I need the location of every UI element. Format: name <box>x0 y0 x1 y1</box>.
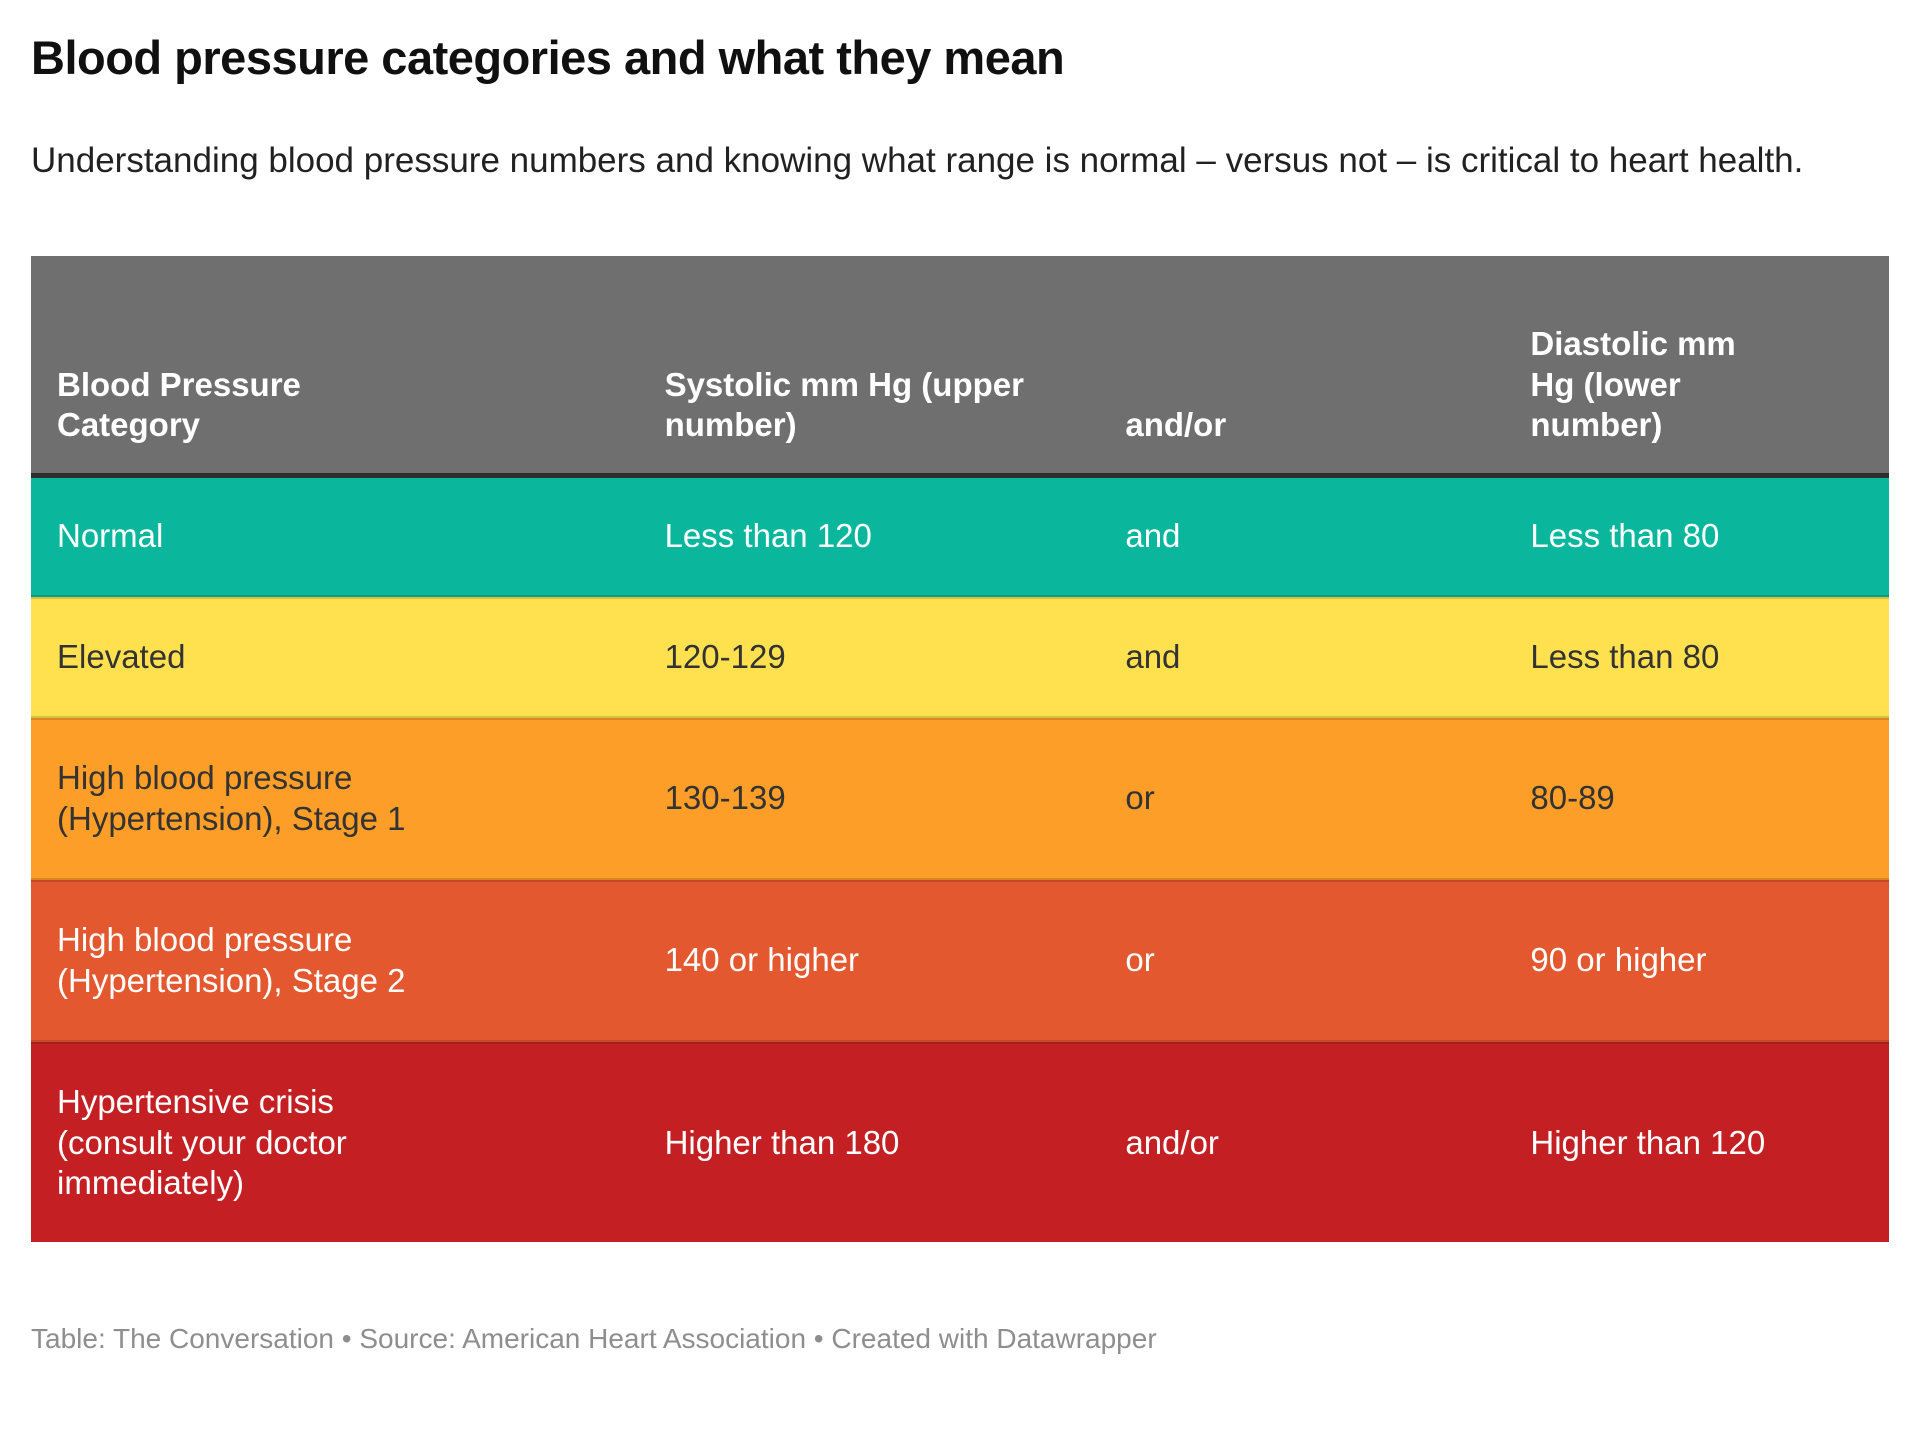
col-header-systolic-label: Systolic mm Hg (upper number) <box>664 365 1024 443</box>
cell-systolic: 140 or higher <box>638 877 1100 1042</box>
table-row-elevated: Elevated 120-129 and Less than 80 <box>31 595 1889 718</box>
cell-systolic: Higher than 180 <box>638 1039 1100 1243</box>
table-row-normal: Normal Less than 120 and Less than 80 <box>31 475 1889 598</box>
cell-diastolic: 90 or higher <box>1504 877 1889 1042</box>
cell-category: High blood pressure (Hypertension), Stag… <box>31 877 639 1042</box>
cell-connector: and <box>1099 595 1505 718</box>
cell-category: Elevated <box>31 595 639 718</box>
cell-category: Hypertensive crisis (consult your doctor… <box>31 1039 639 1243</box>
cell-category-text: Hypertensive crisis (consult your doctor… <box>57 1082 347 1202</box>
cell-category-text: High blood pressure (Hypertension), Stag… <box>57 759 406 837</box>
col-header-diastolic-label: Diastolic mm Hg (lower number) <box>1530 325 1736 443</box>
cell-category: Normal <box>31 476 639 597</box>
col-header-category-label: Blood Pressure Category <box>57 365 301 443</box>
cell-category-text: Normal <box>57 517 164 555</box>
footer-credit: Table: The Conversation • Source: Americ… <box>31 1323 1157 1355</box>
page-title: Blood pressure categories and what they … <box>31 31 1065 84</box>
col-header-category: Blood Pressure Category <box>31 256 639 479</box>
cell-connector: or <box>1099 716 1505 880</box>
cell-diastolic: Less than 80 <box>1530 517 1720 555</box>
cell-connector: and/or <box>1099 1039 1505 1243</box>
col-header-connector: and/or <box>1099 256 1505 479</box>
header-row: Blood Pressure Category Systolic mm Hg (… <box>31 256 1889 479</box>
cell-connector: and <box>1125 517 1181 555</box>
table-row-hypertensive-crisis: Hypertensive crisis (consult your doctor… <box>31 1039 1889 1243</box>
cell-diastolic: 80-89 <box>1504 716 1889 880</box>
blood-pressure-table: Blood Pressure Category Systolic mm Hg (… <box>31 256 1889 1243</box>
table-header: Blood Pressure Category Systolic mm Hg (… <box>31 256 1889 479</box>
col-header-diastolic: Diastolic mm Hg (lower number) <box>1504 256 1889 479</box>
col-header-systolic: Systolic mm Hg (upper number) <box>638 256 1100 479</box>
cell-category-text: Elevated <box>57 638 186 676</box>
col-header-connector-label: and/or <box>1125 405 1227 443</box>
table-row-hypertension-stage-2: High blood pressure (Hypertension), Stag… <box>31 877 1889 1042</box>
cell-systolic: Less than 120 <box>664 517 872 555</box>
table-body: Normal Less than 120 and Less than 80 El… <box>31 475 1889 1243</box>
cell-connector: or <box>1099 877 1505 1042</box>
page: Blood pressure categories and what they … <box>31 31 1889 1355</box>
cell-category: High blood pressure (Hypertension), Stag… <box>31 716 639 880</box>
page-subtitle: Understanding blood pressure numbers and… <box>31 141 1804 181</box>
table-row-hypertension-stage-1: High blood pressure (Hypertension), Stag… <box>31 716 1889 880</box>
cell-category-text: High blood pressure (Hypertension), Stag… <box>57 920 406 999</box>
cell-systolic: 130-139 <box>638 716 1100 880</box>
cell-diastolic: Less than 80 <box>1504 595 1889 718</box>
cell-diastolic: Higher than 120 <box>1504 1039 1889 1243</box>
cell-systolic: 120-129 <box>638 595 1100 718</box>
